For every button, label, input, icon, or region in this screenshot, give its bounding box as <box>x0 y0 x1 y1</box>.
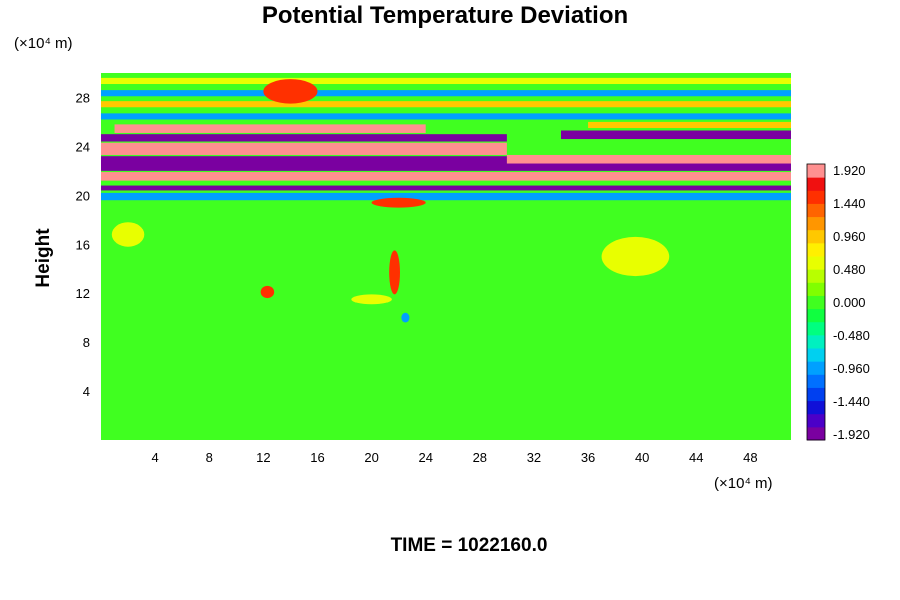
colorbar-swatch <box>807 387 825 402</box>
field-blob <box>371 197 426 208</box>
time-footer: TIME = 1022160.0 <box>391 535 548 556</box>
colorbar-tick-labels: 1.920 1.440 0.960 0.480 0.000 -0.480 -0.960 -1.… <box>833 163 870 442</box>
x-tick-label: 28 <box>473 450 487 465</box>
y-unit-label: (×10⁴ m) <box>14 35 73 52</box>
colorbar-swatch <box>807 413 825 428</box>
colorbar-tick-label: -1.920 <box>833 427 870 442</box>
field-blob <box>260 285 275 299</box>
colorbar-swatch <box>807 426 825 441</box>
colorbar-tick-label: 0.960 <box>833 229 866 244</box>
colorbar-swatch <box>807 229 825 244</box>
chart-title: Potential Temperature Deviation <box>262 2 628 29</box>
x-tick-label: 40 <box>635 450 649 465</box>
colorbar-tick-label: 1.920 <box>833 163 866 178</box>
colorbar-swatch <box>807 348 825 362</box>
colorbar-swatch <box>807 400 825 415</box>
x-tick-label: 44 <box>689 450 703 465</box>
y-axis-label: Height <box>33 228 54 288</box>
colorbar-swatch <box>807 295 825 310</box>
colorbar-tick-label: 0.000 <box>833 295 866 310</box>
field-band <box>101 101 791 108</box>
colorbar-swatch <box>807 334 825 349</box>
x-tick-label: 16 <box>310 450 324 465</box>
colorbar <box>806 163 826 441</box>
field-band <box>101 113 791 120</box>
y-tick-label: 4 <box>83 384 90 399</box>
field-blob <box>601 236 670 277</box>
x-tick-label: 24 <box>418 450 432 465</box>
field-band <box>101 172 791 181</box>
x-tick-label: 12 <box>256 450 270 465</box>
y-tick-label: 28 <box>76 90 90 105</box>
colorbar-swatch <box>807 361 825 375</box>
y-tick-labels: 4 8 12 16 20 24 28 <box>76 90 90 399</box>
field-band <box>561 130 791 140</box>
field-band <box>101 192 791 201</box>
colorbar-swatch <box>807 203 825 218</box>
x-unit-label: (×10⁴ m) <box>714 475 773 492</box>
field-band <box>588 121 791 129</box>
y-tick-label: 16 <box>76 237 90 252</box>
colorbar-swatch <box>807 256 825 270</box>
field-band <box>101 134 507 142</box>
field-band <box>101 90 791 97</box>
x-tick-label: 32 <box>527 450 541 465</box>
y-tick-label: 20 <box>76 188 90 203</box>
colorbar-tick-label: 0.480 <box>833 262 866 277</box>
field-band <box>101 142 507 155</box>
x-tick-labels: 4 8 12 16 20 24 28 32 36 40 44 48 <box>152 450 758 465</box>
y-tick-label: 24 <box>76 139 90 154</box>
field-band <box>506 154 791 164</box>
x-tick-label: 8 <box>206 450 213 465</box>
y-tick-label: 12 <box>76 286 90 301</box>
colorbar-swatch <box>807 321 825 336</box>
colorbar-tick-label: -0.480 <box>833 328 870 343</box>
x-tick-label: 4 <box>152 450 159 465</box>
colorbar-swatch <box>807 164 825 178</box>
field-layer <box>101 73 791 440</box>
field-blob <box>263 79 318 104</box>
colorbar-swatch <box>807 190 825 204</box>
field-blob <box>401 312 410 323</box>
colorbar-swatch <box>807 242 825 257</box>
colorbar-swatch <box>807 308 825 323</box>
field-blob <box>111 222 145 247</box>
colorbar-swatch <box>807 269 825 283</box>
field-band <box>114 124 426 133</box>
colorbar-swatch <box>807 177 825 191</box>
colorbar-tick-label: -0.960 <box>833 361 870 376</box>
field-blob <box>351 294 392 305</box>
x-tick-label: 36 <box>581 450 595 465</box>
field-blob <box>389 250 400 295</box>
plot-area <box>101 73 791 440</box>
field-band <box>101 185 791 191</box>
colorbar-swatch <box>807 216 825 231</box>
colorbar-swatch <box>807 374 825 388</box>
x-tick-label: 20 <box>364 450 378 465</box>
y-tick-label: 8 <box>83 335 90 350</box>
x-tick-label: 48 <box>743 450 757 465</box>
colorbar-swatch <box>807 282 825 296</box>
colorbar-frame <box>806 163 826 441</box>
colorbar-tick-label: 1.440 <box>833 196 866 211</box>
field-band <box>101 77 791 85</box>
colorbar-tick-label: -1.440 <box>833 394 870 409</box>
